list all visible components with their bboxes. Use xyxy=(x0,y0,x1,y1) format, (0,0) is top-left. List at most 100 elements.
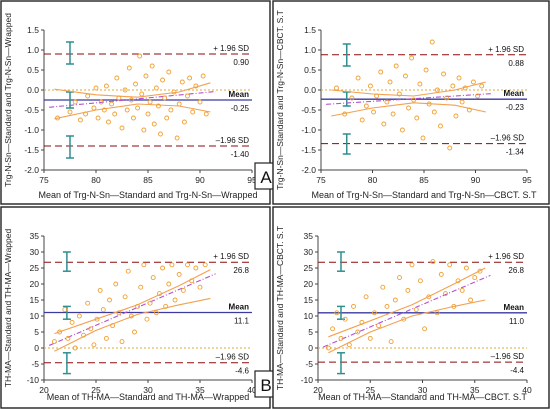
data-point xyxy=(470,79,476,85)
data-point xyxy=(133,81,138,87)
data-point xyxy=(411,97,417,103)
y-tick-label: 0.0 xyxy=(27,85,39,95)
data-point xyxy=(135,303,141,309)
data-point xyxy=(101,107,107,113)
upper-loa-label: + 1.96 SD xyxy=(213,44,249,53)
x-axis-label: Mean of TH-MA—Standard and TH-MA—Wrapped xyxy=(47,392,250,402)
data-point xyxy=(200,73,206,79)
data-point xyxy=(459,99,465,105)
data-point xyxy=(110,323,116,329)
x-tick-label: 20 xyxy=(313,385,323,395)
data-point xyxy=(359,319,365,325)
data-point xyxy=(72,99,78,105)
y-axis-label: Trg-N-Sn—Standard and Trg-N-Sn—Wrapped xyxy=(3,13,13,187)
data-point xyxy=(160,77,166,83)
y-tick-label: -1.5 xyxy=(24,145,39,155)
data-point xyxy=(176,271,182,277)
data-point xyxy=(330,326,336,332)
data-point xyxy=(85,300,91,306)
mean-label: Mean xyxy=(504,89,525,98)
lower-loa-value: -1.40 xyxy=(231,150,250,159)
data-point xyxy=(363,294,369,300)
mean-label: Mean xyxy=(229,90,250,99)
data-point xyxy=(406,105,411,111)
data-point xyxy=(93,85,99,91)
data-point xyxy=(95,115,101,121)
data-point xyxy=(443,291,448,297)
data-point xyxy=(62,307,68,313)
y-tick-label: -10 xyxy=(301,375,314,385)
y-tick-label: -1.0 xyxy=(24,125,39,135)
data-point xyxy=(390,111,396,117)
data-point xyxy=(388,339,394,345)
x-tick-label: 85 xyxy=(143,175,153,185)
data-point xyxy=(475,93,481,99)
data-point xyxy=(143,73,149,79)
data-point xyxy=(103,335,109,341)
data-point xyxy=(166,69,172,75)
data-point xyxy=(103,83,109,89)
data-point xyxy=(396,91,402,97)
data-point xyxy=(359,117,365,123)
data-point xyxy=(409,262,415,268)
data-point xyxy=(137,53,143,59)
data-point xyxy=(367,335,373,341)
data-point xyxy=(181,119,187,125)
y-tick-label: 1.5 xyxy=(27,25,39,35)
data-point xyxy=(119,339,125,345)
y-tick-label: -0.5 xyxy=(24,105,39,115)
data-point xyxy=(326,345,331,351)
data-point xyxy=(163,303,169,309)
regression-ci-lower xyxy=(54,297,211,352)
y-tick-label: 10 xyxy=(304,311,314,321)
regression-ci-lower xyxy=(54,103,211,120)
data-point xyxy=(147,300,153,306)
upper-loa-label: + 1.96 SD xyxy=(213,252,249,261)
data-point xyxy=(392,297,398,303)
x-tick-label: 85 xyxy=(419,175,429,185)
data-point xyxy=(197,99,203,105)
y-tick-label: 20 xyxy=(304,279,314,289)
data-point xyxy=(176,101,182,107)
data-point xyxy=(153,85,159,91)
upper-loa-value: 26.8 xyxy=(233,266,249,275)
lower-loa-value: -4.4 xyxy=(510,366,524,375)
data-point xyxy=(338,335,344,341)
data-point xyxy=(128,313,134,319)
data-point xyxy=(144,316,150,322)
data-point xyxy=(122,87,128,93)
data-point xyxy=(150,275,156,281)
y-tick-label: 5 xyxy=(34,327,39,337)
x-tick-label: 75 xyxy=(316,175,326,185)
data-point xyxy=(83,111,89,117)
data-point xyxy=(174,135,180,141)
data-point xyxy=(185,93,190,99)
data-point xyxy=(387,79,393,85)
data-point xyxy=(381,121,387,127)
y-tick-label: 0 xyxy=(34,343,39,353)
data-point xyxy=(107,297,112,303)
data-point xyxy=(450,83,456,89)
data-point xyxy=(116,95,122,101)
regression-line xyxy=(326,93,491,105)
data-point xyxy=(91,342,97,348)
panel-label: A xyxy=(260,168,272,187)
y-tick-label: 5 xyxy=(308,327,313,337)
data-point xyxy=(100,307,106,313)
data-point xyxy=(422,326,428,332)
data-point xyxy=(367,83,373,89)
y-tick-label: 15 xyxy=(30,295,40,305)
data-point xyxy=(76,313,82,319)
mean-value: -0.23 xyxy=(506,103,525,112)
data-point xyxy=(423,67,429,73)
data-point xyxy=(203,111,209,117)
data-point xyxy=(141,262,147,268)
data-point xyxy=(164,115,170,121)
data-point xyxy=(190,109,196,115)
data-point xyxy=(371,109,376,115)
data-point xyxy=(371,310,377,316)
data-point xyxy=(139,91,145,97)
y-tick-label: 25 xyxy=(304,263,314,273)
data-point xyxy=(378,69,384,75)
